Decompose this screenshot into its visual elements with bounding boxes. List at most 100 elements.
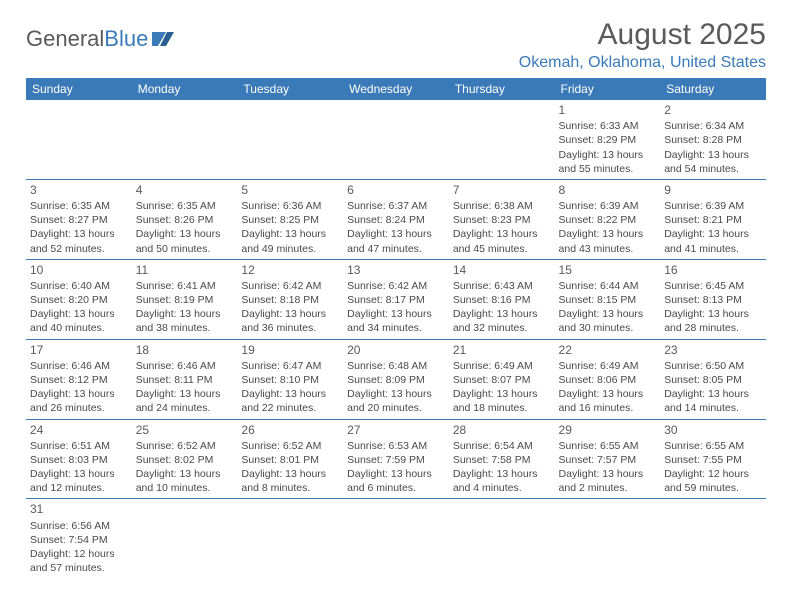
- daylight-text: and 28 minutes.: [664, 321, 762, 335]
- calendar-empty-cell: [660, 499, 766, 578]
- sunrise-text: Sunrise: 6:39 AM: [664, 199, 762, 213]
- month-title: August 2025: [519, 18, 766, 52]
- sunset-text: Sunset: 8:11 PM: [136, 373, 234, 387]
- day-header: Wednesday: [343, 78, 449, 100]
- daylight-text: Daylight: 12 hours: [30, 547, 128, 561]
- day-number: 25: [136, 422, 234, 438]
- daylight-text: and 18 minutes.: [453, 401, 551, 415]
- sunset-text: Sunset: 7:57 PM: [559, 453, 657, 467]
- calendar-day-cell: 2Sunrise: 6:34 AMSunset: 8:28 PMDaylight…: [660, 100, 766, 179]
- sunrise-text: Sunrise: 6:34 AM: [664, 119, 762, 133]
- calendar-empty-cell: [449, 499, 555, 578]
- logo-flag-icon: [152, 26, 174, 52]
- sunrise-text: Sunrise: 6:49 AM: [453, 359, 551, 373]
- calendar-day-cell: 22Sunrise: 6:49 AMSunset: 8:06 PMDayligh…: [555, 339, 661, 419]
- daylight-text: Daylight: 13 hours: [241, 387, 339, 401]
- sunset-text: Sunset: 8:17 PM: [347, 293, 445, 307]
- day-number: 27: [347, 422, 445, 438]
- daylight-text: Daylight: 13 hours: [453, 307, 551, 321]
- sunset-text: Sunset: 8:23 PM: [453, 213, 551, 227]
- sunset-text: Sunset: 8:12 PM: [30, 373, 128, 387]
- calendar-day-cell: 7Sunrise: 6:38 AMSunset: 8:23 PMDaylight…: [449, 179, 555, 259]
- sunrise-text: Sunrise: 6:37 AM: [347, 199, 445, 213]
- day-number: 10: [30, 262, 128, 278]
- daylight-text: Daylight: 13 hours: [136, 227, 234, 241]
- calendar-empty-cell: [555, 499, 661, 578]
- sunset-text: Sunset: 8:16 PM: [453, 293, 551, 307]
- sunrise-text: Sunrise: 6:42 AM: [241, 279, 339, 293]
- day-header: Monday: [132, 78, 238, 100]
- calendar-day-cell: 27Sunrise: 6:53 AMSunset: 7:59 PMDayligh…: [343, 419, 449, 499]
- calendar-day-cell: 14Sunrise: 6:43 AMSunset: 8:16 PMDayligh…: [449, 259, 555, 339]
- calendar-day-cell: 24Sunrise: 6:51 AMSunset: 8:03 PMDayligh…: [26, 419, 132, 499]
- calendar-week-row: 24Sunrise: 6:51 AMSunset: 8:03 PMDayligh…: [26, 419, 766, 499]
- sunset-text: Sunset: 8:15 PM: [559, 293, 657, 307]
- daylight-text: and 49 minutes.: [241, 242, 339, 256]
- sunrise-text: Sunrise: 6:38 AM: [453, 199, 551, 213]
- day-number: 16: [664, 262, 762, 278]
- daylight-text: and 40 minutes.: [30, 321, 128, 335]
- calendar-day-cell: 15Sunrise: 6:44 AMSunset: 8:15 PMDayligh…: [555, 259, 661, 339]
- day-header: Friday: [555, 78, 661, 100]
- day-number: 13: [347, 262, 445, 278]
- calendar-day-cell: 13Sunrise: 6:42 AMSunset: 8:17 PMDayligh…: [343, 259, 449, 339]
- day-number: 7: [453, 182, 551, 198]
- day-number: 19: [241, 342, 339, 358]
- sunrise-text: Sunrise: 6:47 AM: [241, 359, 339, 373]
- sunset-text: Sunset: 8:01 PM: [241, 453, 339, 467]
- day-number: 30: [664, 422, 762, 438]
- calendar-day-cell: 29Sunrise: 6:55 AMSunset: 7:57 PMDayligh…: [555, 419, 661, 499]
- calendar-day-cell: 6Sunrise: 6:37 AMSunset: 8:24 PMDaylight…: [343, 179, 449, 259]
- day-header: Sunday: [26, 78, 132, 100]
- sunrise-text: Sunrise: 6:52 AM: [241, 439, 339, 453]
- daylight-text: and 36 minutes.: [241, 321, 339, 335]
- sunset-text: Sunset: 8:10 PM: [241, 373, 339, 387]
- calendar-week-row: 3Sunrise: 6:35 AMSunset: 8:27 PMDaylight…: [26, 179, 766, 259]
- daylight-text: Daylight: 12 hours: [664, 467, 762, 481]
- daylight-text: and 6 minutes.: [347, 481, 445, 495]
- sunrise-text: Sunrise: 6:50 AM: [664, 359, 762, 373]
- daylight-text: and 8 minutes.: [241, 481, 339, 495]
- calendar-empty-cell: [237, 100, 343, 179]
- sunrise-text: Sunrise: 6:54 AM: [453, 439, 551, 453]
- sunrise-text: Sunrise: 6:35 AM: [136, 199, 234, 213]
- daylight-text: Daylight: 13 hours: [241, 467, 339, 481]
- daylight-text: Daylight: 13 hours: [664, 307, 762, 321]
- calendar-empty-cell: [449, 100, 555, 179]
- calendar-day-cell: 16Sunrise: 6:45 AMSunset: 8:13 PMDayligh…: [660, 259, 766, 339]
- sunset-text: Sunset: 8:27 PM: [30, 213, 128, 227]
- daylight-text: and 57 minutes.: [30, 561, 128, 575]
- calendar-day-cell: 12Sunrise: 6:42 AMSunset: 8:18 PMDayligh…: [237, 259, 343, 339]
- sunset-text: Sunset: 8:03 PM: [30, 453, 128, 467]
- day-number: 22: [559, 342, 657, 358]
- daylight-text: and 4 minutes.: [453, 481, 551, 495]
- day-number: 26: [241, 422, 339, 438]
- calendar-day-cell: 19Sunrise: 6:47 AMSunset: 8:10 PMDayligh…: [237, 339, 343, 419]
- day-number: 23: [664, 342, 762, 358]
- calendar-day-cell: 20Sunrise: 6:48 AMSunset: 8:09 PMDayligh…: [343, 339, 449, 419]
- sunrise-text: Sunrise: 6:35 AM: [30, 199, 128, 213]
- sunrise-text: Sunrise: 6:55 AM: [559, 439, 657, 453]
- day-number: 15: [559, 262, 657, 278]
- sunset-text: Sunset: 7:59 PM: [347, 453, 445, 467]
- sunset-text: Sunset: 8:22 PM: [559, 213, 657, 227]
- day-number: 3: [30, 182, 128, 198]
- daylight-text: and 30 minutes.: [559, 321, 657, 335]
- day-number: 29: [559, 422, 657, 438]
- sunset-text: Sunset: 7:55 PM: [664, 453, 762, 467]
- daylight-text: and 22 minutes.: [241, 401, 339, 415]
- daylight-text: and 52 minutes.: [30, 242, 128, 256]
- daylight-text: Daylight: 13 hours: [453, 467, 551, 481]
- calendar-day-cell: 9Sunrise: 6:39 AMSunset: 8:21 PMDaylight…: [660, 179, 766, 259]
- calendar-empty-cell: [132, 499, 238, 578]
- calendar-day-cell: 8Sunrise: 6:39 AMSunset: 8:22 PMDaylight…: [555, 179, 661, 259]
- sunrise-text: Sunrise: 6:51 AM: [30, 439, 128, 453]
- daylight-text: and 38 minutes.: [136, 321, 234, 335]
- daylight-text: and 24 minutes.: [136, 401, 234, 415]
- daylight-text: Daylight: 13 hours: [453, 227, 551, 241]
- logo-text-general: General: [26, 26, 104, 52]
- daylight-text: and 12 minutes.: [30, 481, 128, 495]
- daylight-text: Daylight: 13 hours: [30, 307, 128, 321]
- daylight-text: Daylight: 13 hours: [664, 387, 762, 401]
- calendar-day-cell: 17Sunrise: 6:46 AMSunset: 8:12 PMDayligh…: [26, 339, 132, 419]
